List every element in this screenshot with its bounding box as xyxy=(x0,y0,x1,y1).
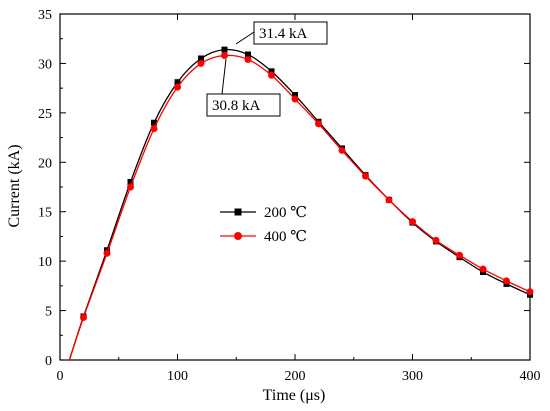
data-point xyxy=(362,172,369,180)
annotation-label-2: 30.8 kA xyxy=(212,98,261,114)
data-point xyxy=(291,95,299,103)
annotation-leader-1 xyxy=(235,31,255,45)
x-tick-label: 0 xyxy=(57,369,64,384)
data-point xyxy=(338,146,346,154)
legend-marker-400 xyxy=(234,232,242,240)
data-point xyxy=(221,52,228,60)
y-tick-label: 30 xyxy=(38,57,52,72)
annotation-leader-2 xyxy=(221,58,227,95)
data-point xyxy=(432,236,440,244)
data-point xyxy=(150,125,158,133)
legend-label-400: 400 ℃ xyxy=(264,229,307,245)
x-tick-label: 100 xyxy=(167,369,188,384)
annotation-box-2 xyxy=(206,93,281,117)
data-point xyxy=(315,120,322,128)
data-point xyxy=(197,59,205,67)
annotations: 31.4 kA 30.8 kA xyxy=(206,21,328,117)
y-tick-label: 20 xyxy=(38,156,52,171)
axes: 0 100 200 300 400 0 5 10 15 20 25 30 35 xyxy=(38,8,541,384)
y-tick-label: 25 xyxy=(38,107,52,122)
data-point xyxy=(503,277,510,285)
data-point xyxy=(479,265,487,273)
series-0 xyxy=(68,46,533,361)
axis-titles: Time (μs) Current (kA) xyxy=(6,144,325,404)
data-point xyxy=(174,83,181,91)
y-tick-label: 10 xyxy=(38,255,52,270)
y-tick-label: 35 xyxy=(38,8,52,23)
data-point xyxy=(127,183,134,191)
x-tick-label: 200 xyxy=(285,369,306,384)
data-point xyxy=(526,288,534,296)
data-point xyxy=(221,46,228,53)
y-tick-label: 15 xyxy=(38,206,52,221)
series-1 xyxy=(68,52,534,361)
x-tick-label: 400 xyxy=(520,369,541,384)
y-tick-label: 5 xyxy=(45,305,52,320)
data-point xyxy=(127,179,134,186)
x-tick-label: 300 xyxy=(402,369,423,384)
data-point xyxy=(198,55,204,62)
annotation-box-1 xyxy=(253,21,328,45)
data-point xyxy=(151,119,157,126)
y-tick-label: 0 xyxy=(45,354,52,369)
data-point xyxy=(456,251,463,259)
data-point xyxy=(268,71,275,79)
data-point xyxy=(245,51,251,58)
legend-marker-200 xyxy=(234,208,242,216)
legend: 200 ℃ 400 ℃ xyxy=(220,205,307,245)
annotation-label-1: 31.4 kA xyxy=(259,26,308,42)
data-point xyxy=(268,68,275,75)
x-axis-title: Time (μs) xyxy=(263,387,326,404)
data-point xyxy=(292,92,298,99)
data-point xyxy=(103,249,111,257)
series-layer xyxy=(68,46,534,361)
legend-label-200: 200 ℃ xyxy=(264,205,307,221)
data-point xyxy=(80,313,87,321)
data-point xyxy=(174,79,181,86)
y-axis-title: Current (kA) xyxy=(6,144,23,227)
data-point xyxy=(385,196,393,204)
data-point xyxy=(409,218,416,226)
data-point xyxy=(244,55,252,63)
